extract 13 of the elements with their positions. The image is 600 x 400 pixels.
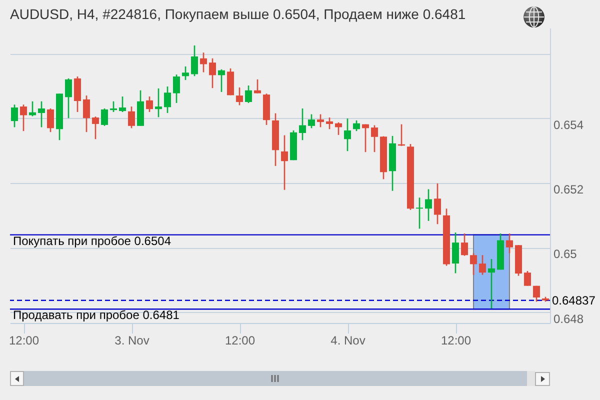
- x-tick-label: 12:00: [440, 334, 472, 348]
- x-tick-label: 4. Nov: [330, 334, 366, 348]
- ref-line-label: 0.64837: [552, 293, 596, 308]
- chart-title: AUDUSD, H4, #224816, Покупаем выше 0.6504, Продаем ниже 0.6481: [10, 6, 466, 22]
- y-tick-label: 0.65: [554, 247, 578, 262]
- x-tick-label: 12:00: [8, 334, 40, 348]
- y-tick-label: 0.654: [554, 118, 584, 132]
- y-tick-label: 0.652: [554, 182, 584, 197]
- y-tick-label: 0.648: [554, 312, 584, 326]
- ref-line-label: Продавать при пробое 0.6481: [13, 308, 180, 322]
- x-tick-label: 3. Nov: [114, 334, 150, 348]
- x-tick-label: 12:00: [224, 334, 256, 348]
- ref-line-label: Покупать при пробое 0.6504: [13, 234, 172, 248]
